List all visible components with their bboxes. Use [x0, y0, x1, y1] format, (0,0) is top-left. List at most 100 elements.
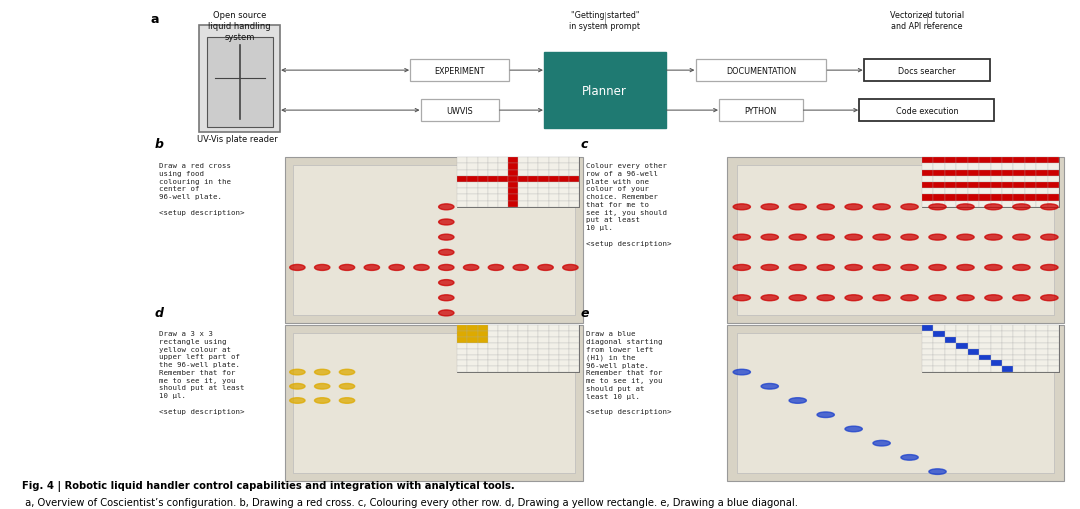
- Bar: [468, 158, 477, 164]
- Circle shape: [733, 295, 751, 301]
- FancyBboxPatch shape: [864, 60, 990, 82]
- Bar: [1025, 158, 1036, 164]
- Bar: [498, 326, 508, 331]
- Circle shape: [761, 265, 779, 271]
- Bar: [528, 183, 539, 189]
- Bar: [518, 189, 528, 195]
- Bar: [945, 195, 956, 201]
- Bar: [1013, 158, 1025, 164]
- Bar: [518, 355, 528, 361]
- Bar: [933, 349, 945, 355]
- Bar: [528, 195, 539, 201]
- Bar: [558, 183, 569, 189]
- Circle shape: [339, 384, 354, 389]
- Text: Colour every other
row of a 96-well
plate with one
colour of your
choice. Rememb: Colour every other row of a 96-well plat…: [585, 163, 671, 246]
- Circle shape: [957, 205, 974, 210]
- Bar: [549, 195, 558, 201]
- Bar: [518, 183, 528, 189]
- Text: a: a: [150, 13, 159, 25]
- Text: a, Overview of Coscientist’s configuration. b, Drawing a red cross. c, Colouring: a, Overview of Coscientist’s configurati…: [22, 497, 798, 507]
- Circle shape: [438, 235, 454, 241]
- Bar: [539, 337, 549, 343]
- Text: UV-Vis plate reader: UV-Vis plate reader: [197, 135, 278, 144]
- Circle shape: [845, 427, 862, 432]
- Bar: [1036, 183, 1048, 189]
- Bar: [569, 349, 579, 355]
- Bar: [1013, 195, 1025, 201]
- Bar: [1013, 183, 1025, 189]
- Bar: [468, 189, 477, 195]
- Bar: [528, 201, 539, 208]
- Bar: [488, 331, 498, 337]
- Circle shape: [538, 265, 553, 271]
- FancyBboxPatch shape: [200, 26, 280, 132]
- Bar: [1036, 355, 1048, 361]
- Text: Fig. 4 | Robotic liquid handler control capabilities and integration with analyt: Fig. 4 | Robotic liquid handler control …: [22, 480, 514, 491]
- FancyBboxPatch shape: [410, 60, 509, 82]
- Bar: [956, 361, 968, 366]
- Bar: [737, 166, 1054, 315]
- Bar: [945, 366, 956, 373]
- Bar: [1002, 170, 1013, 177]
- Bar: [922, 183, 933, 189]
- Bar: [980, 331, 990, 337]
- Bar: [1048, 170, 1059, 177]
- Bar: [922, 355, 933, 361]
- Bar: [508, 355, 518, 361]
- Bar: [508, 326, 518, 331]
- Bar: [922, 326, 933, 331]
- Circle shape: [364, 265, 379, 271]
- Circle shape: [733, 235, 751, 241]
- Bar: [468, 355, 477, 361]
- Circle shape: [873, 205, 890, 210]
- Bar: [477, 349, 488, 355]
- Bar: [528, 355, 539, 361]
- Bar: [1048, 177, 1059, 183]
- Bar: [728, 326, 1064, 481]
- Bar: [549, 183, 558, 189]
- Circle shape: [1041, 205, 1058, 210]
- Bar: [1002, 331, 1013, 337]
- Bar: [457, 164, 468, 170]
- Bar: [528, 158, 539, 164]
- Bar: [980, 337, 990, 343]
- Text: Open source
liquid handling
system: Open source liquid handling system: [208, 11, 271, 42]
- Bar: [956, 170, 968, 177]
- Bar: [518, 343, 528, 349]
- Text: EXPERIMENT: EXPERIMENT: [434, 67, 485, 75]
- Circle shape: [845, 205, 862, 210]
- Bar: [1002, 195, 1013, 201]
- Bar: [990, 170, 1002, 177]
- Bar: [968, 361, 980, 366]
- Bar: [457, 189, 468, 195]
- Bar: [1013, 331, 1025, 337]
- Bar: [457, 331, 468, 337]
- Bar: [498, 201, 508, 208]
- Bar: [539, 177, 549, 183]
- Bar: [549, 355, 558, 361]
- Bar: [1036, 361, 1048, 366]
- Circle shape: [488, 265, 503, 271]
- Bar: [1013, 355, 1025, 361]
- Bar: [956, 177, 968, 183]
- Bar: [1013, 201, 1025, 208]
- Bar: [549, 366, 558, 373]
- Bar: [498, 337, 508, 343]
- Bar: [558, 355, 569, 361]
- Bar: [508, 170, 518, 177]
- Bar: [569, 337, 579, 343]
- Bar: [508, 331, 518, 337]
- Bar: [558, 349, 569, 355]
- Bar: [558, 326, 569, 331]
- Bar: [1048, 326, 1059, 331]
- Bar: [558, 189, 569, 195]
- Bar: [549, 337, 558, 343]
- Bar: [933, 170, 945, 177]
- Bar: [1002, 183, 1013, 189]
- Text: Planner: Planner: [582, 84, 627, 97]
- Bar: [498, 158, 508, 164]
- Bar: [528, 177, 539, 183]
- Bar: [945, 331, 956, 337]
- Bar: [477, 183, 488, 189]
- Bar: [528, 189, 539, 195]
